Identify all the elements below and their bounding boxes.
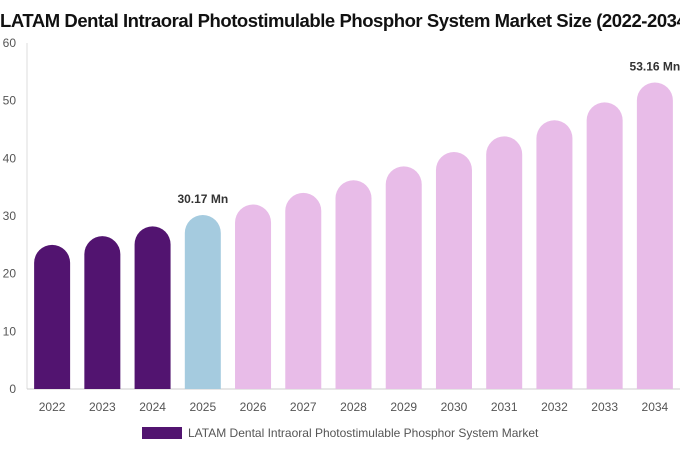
y-tick-label: 20 (3, 267, 17, 281)
bar-2024 (134, 226, 171, 389)
x-tick-label: 2034 (642, 400, 669, 414)
x-tick-label: 2027 (290, 400, 317, 414)
bar-2026 (235, 204, 272, 389)
bar-2023 (84, 236, 121, 389)
x-tick-label: 2033 (591, 400, 618, 414)
bar-2032 (536, 120, 573, 390)
data-label-2025: 30.17 Mn (177, 192, 228, 206)
legend-label: LATAM Dental Intraoral Photostimulable P… (188, 426, 539, 440)
y-tick-label: 30 (3, 209, 17, 223)
x-tick-label: 2030 (441, 400, 468, 414)
x-tick-label: 2031 (491, 400, 518, 414)
bar-2025 (184, 215, 221, 389)
x-tick-label: 2022 (39, 400, 66, 414)
x-tick-label: 2026 (240, 400, 267, 414)
data-label-2034: 53.16 Mn (630, 59, 680, 73)
x-tick-label: 2023 (89, 400, 116, 414)
x-tick-label: 2025 (189, 400, 216, 414)
y-tick-label: 60 (3, 36, 17, 50)
bar-2027 (285, 192, 322, 389)
bar-2033 (586, 102, 623, 390)
y-tick-label: 10 (3, 324, 17, 338)
x-tick-label: 2029 (390, 400, 417, 414)
x-tick-label: 2024 (139, 400, 166, 414)
bar-2030 (435, 151, 472, 389)
y-tick-label: 40 (3, 151, 17, 165)
y-tick-label: 0 (9, 382, 16, 396)
legend-swatch (142, 427, 182, 439)
bar-2029 (385, 166, 422, 389)
bar-2034 (636, 82, 673, 389)
bar-2028 (335, 180, 372, 389)
legend: LATAM Dental Intraoral Photostimulable P… (142, 425, 538, 441)
bar-2022 (34, 244, 71, 389)
x-tick-label: 2028 (340, 400, 367, 414)
x-tick-label: 2032 (541, 400, 568, 414)
y-tick-label: 50 (3, 94, 17, 108)
chart-title: LATAM Dental Intraoral Photostimulable P… (0, 10, 680, 31)
bar-2031 (486, 136, 523, 389)
